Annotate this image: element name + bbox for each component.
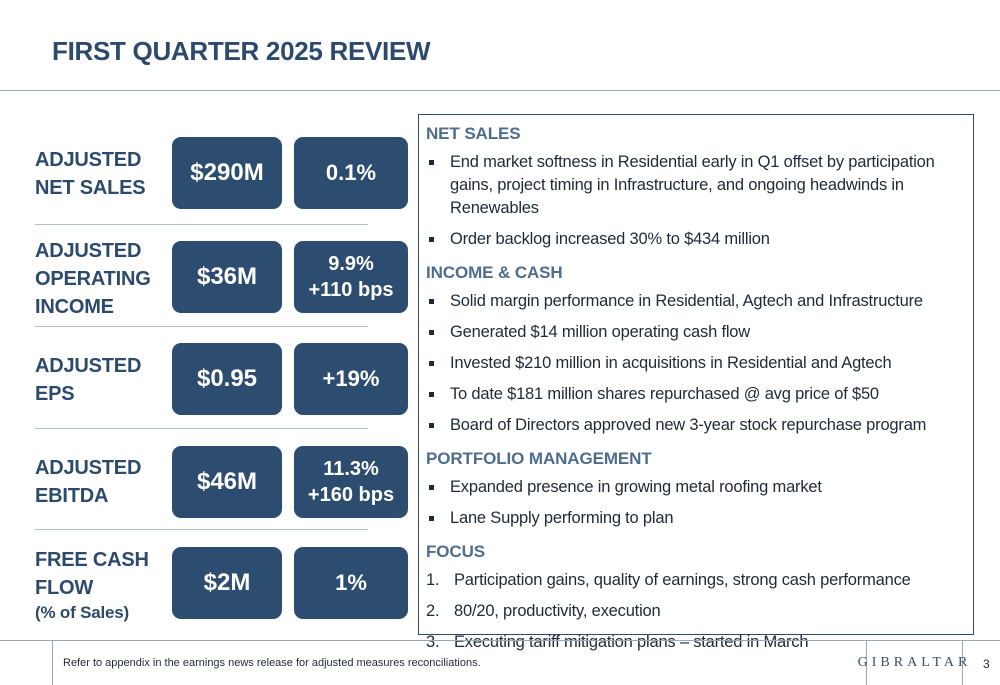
- title-divider: [0, 90, 1000, 91]
- bullet-item: Lane Supply performing to plan: [426, 507, 974, 530]
- item-number: 1.: [426, 571, 440, 589]
- metric-label: ADJUSTED EPS: [35, 352, 141, 408]
- metric-label-line: ADJUSTED: [35, 355, 142, 377]
- metric-change-pill: 1%: [294, 547, 408, 619]
- bullet-item: Order backlog increased 30% to $434 mill…: [426, 228, 974, 251]
- page-number: 3: [983, 657, 990, 671]
- footer-divider: [0, 640, 1000, 641]
- metric-value-pill: $290M: [172, 137, 282, 209]
- metric-change-pill: +19%: [294, 343, 408, 415]
- metric-change-pill: 11.3% +160 bps: [294, 446, 408, 518]
- numbered-item: 3. Executing tariff mitigation plans – s…: [426, 631, 974, 654]
- metric-divider: [35, 326, 368, 327]
- metric-label: ADJUSTED NET SALES: [35, 146, 146, 202]
- metric-value-pill: $0.95: [172, 343, 282, 415]
- metric-change-pct: 11.3%: [323, 458, 379, 480]
- metric-change-pct: 9.9%: [328, 253, 374, 275]
- metric-label-line: OPERATING: [35, 268, 151, 290]
- logo-wordmark: GIBRALTAR: [857, 654, 972, 670]
- highlights-panel: NET SALES End market softness in Residen…: [418, 114, 974, 651]
- section-heading-focus: FOCUS: [426, 542, 486, 561]
- item-text: Participation gains, quality of earnings…: [454, 571, 911, 589]
- metric-label-line: ADJUSTED: [35, 457, 142, 479]
- metric-label-line: FLOW: [35, 577, 94, 599]
- metric-label-line: FREE CASH: [35, 549, 149, 571]
- metric-label-line: INCOME: [35, 296, 114, 318]
- metric-label: ADJUSTED OPERATING INCOME: [35, 237, 151, 321]
- metric-sub-label: (% of Sales): [35, 603, 129, 622]
- item-text: 80/20, productivity, execution: [454, 602, 661, 620]
- page-title: FIRST QUARTER 2025 REVIEW: [52, 36, 431, 66]
- section-heading-portfolio: PORTFOLIO MANAGEMENT: [426, 449, 652, 468]
- bullet-item: Solid margin performance in Residential,…: [426, 290, 974, 313]
- company-logo: GIBRALTAR: [858, 640, 967, 685]
- metric-divider: [35, 428, 368, 429]
- bullet-item: Invested $210 million in acquisitions in…: [426, 352, 974, 375]
- metric-value-pill: $36M: [172, 241, 282, 313]
- metric-divider: [35, 529, 368, 530]
- metric-change-bps: +160 bps: [307, 484, 395, 506]
- metric-label-line: EBITDA: [35, 485, 109, 507]
- metric-label-line: EPS: [35, 383, 75, 405]
- bullet-item: To date $181 million shares repurchased …: [426, 383, 974, 406]
- metric-label-line: NET SALES: [35, 177, 146, 199]
- bullet-item: Generated $14 million operating cash flo…: [426, 321, 974, 344]
- metric-label: FREE CASH FLOW (% of Sales): [35, 546, 149, 624]
- metric-divider: [35, 224, 368, 225]
- bullet-item: Board of Directors approved new 3-year s…: [426, 414, 974, 437]
- metric-value-pill: $46M: [172, 446, 282, 518]
- bullet-item: Expanded presence in growing metal roofi…: [426, 476, 974, 499]
- section-heading-net-sales: NET SALES: [426, 124, 521, 143]
- metric-change-pill: 0.1%: [294, 137, 408, 209]
- metric-label-line: ADJUSTED: [35, 240, 142, 262]
- item-text: Executing tariff mitigation plans – star…: [454, 633, 809, 651]
- metric-value-pill: $2M: [172, 547, 282, 619]
- metric-change-bps: +110 bps: [308, 279, 394, 301]
- bullet-item: End market softness in Residential early…: [426, 151, 974, 220]
- highlights-content: NET SALES End market softness in Residen…: [426, 120, 974, 662]
- item-number: 3.: [426, 633, 440, 651]
- footer-vertical-divider: [52, 640, 53, 685]
- numbered-item: 2. 80/20, productivity, execution: [426, 600, 974, 623]
- metric-label-line: ADJUSTED: [35, 149, 142, 171]
- metric-change-pill: 9.9% +110 bps: [294, 241, 408, 313]
- footnote: Refer to appendix in the earnings news r…: [63, 657, 481, 669]
- numbered-item: 1. Participation gains, quality of earni…: [426, 569, 974, 592]
- metric-label: ADJUSTED EBITDA: [35, 454, 141, 510]
- section-heading-income-cash: INCOME & CASH: [426, 263, 563, 282]
- item-number: 2.: [426, 602, 440, 620]
